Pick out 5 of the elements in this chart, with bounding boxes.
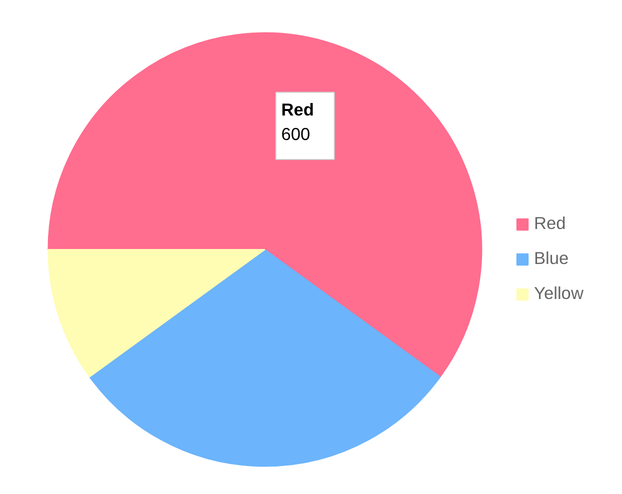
slice-label: Red [281,99,314,120]
legend-label: Red [534,213,566,234]
legend-label: Yellow [534,283,584,304]
legend-label: Blue [534,248,569,269]
data-label: 600 [281,124,310,144]
